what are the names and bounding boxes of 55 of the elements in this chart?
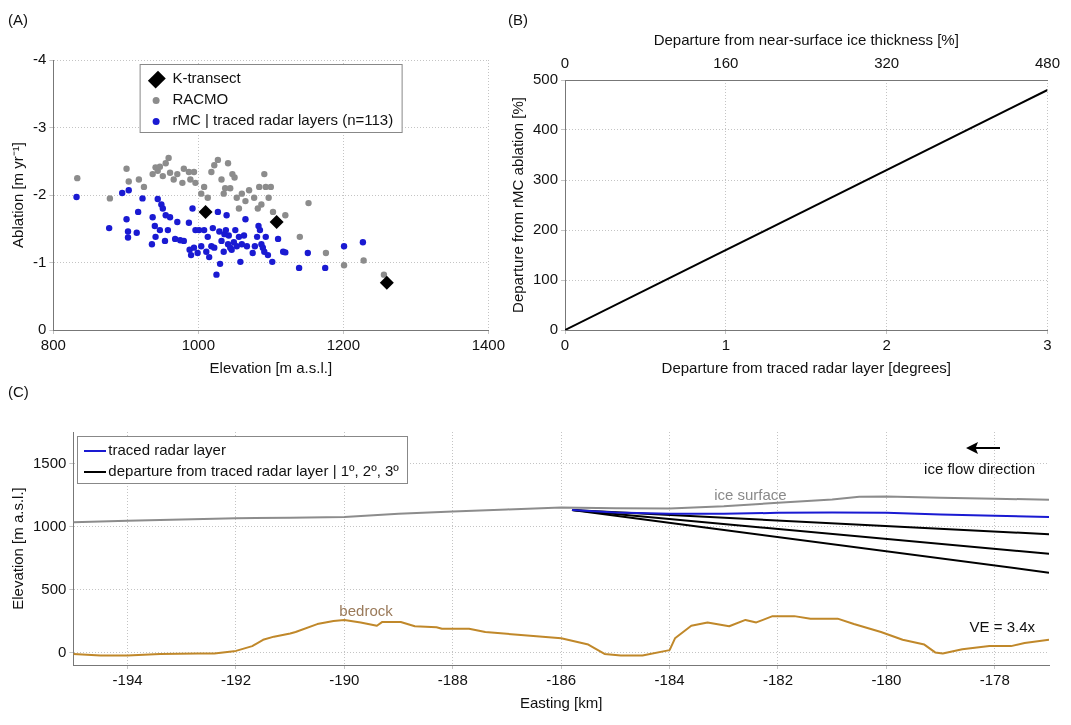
y-tick-label: 200 <box>533 220 559 238</box>
annotation: bedrock <box>339 601 393 619</box>
legend-label: traced radar layer <box>107 440 227 460</box>
annotation: VE = 3.4x <box>969 618 1035 635</box>
y-tick-label: 0 <box>37 320 47 338</box>
x-axis-title: Departure from traced radar layer [degrees] <box>661 359 951 377</box>
y-tick-label: 1500 <box>32 453 67 471</box>
x-tick-label: -178 <box>979 671 1010 689</box>
x-tick-label: -192 <box>220 671 251 689</box>
x-tick-label: 0 <box>560 336 570 354</box>
annotation: ice surface <box>714 485 787 502</box>
x-tick-label: -188 <box>437 671 468 689</box>
x2-tick-label: 320 <box>874 54 900 72</box>
y-tick-label: -1 <box>32 252 47 270</box>
y-tick-label: -3 <box>32 117 47 135</box>
x-tick-label: -194 <box>112 671 143 689</box>
y-tick-label: 500 <box>41 579 67 597</box>
y-tick-label: 500 <box>533 70 559 88</box>
y-tick-label: 0 <box>58 642 67 660</box>
y-tick-label: -2 <box>32 185 47 203</box>
x-tick-label: 2 <box>882 336 891 354</box>
y-tick-label: 1000 <box>32 516 67 534</box>
x-tick-label: 1000 <box>181 336 216 354</box>
x-axis-title: Elevation [m a.s.l.] <box>209 359 333 377</box>
x-tick-label: -180 <box>871 671 902 689</box>
x2-tick-label: 480 <box>1034 54 1060 72</box>
x-tick-label: -190 <box>329 671 360 689</box>
y-tick-label: 100 <box>533 270 559 288</box>
y-axis-title: Departure from rMC ablation [%] <box>509 97 527 313</box>
x2-axis-title: Departure from near-surface ice thickness [%] <box>653 31 959 49</box>
x-tick-label: 1200 <box>326 336 361 354</box>
x-tick-label: 800 <box>40 336 66 354</box>
annotation: ice flow direction <box>924 460 1035 477</box>
y-tick-label: 0 <box>549 320 559 338</box>
x-tick-label: -186 <box>546 671 577 689</box>
chart-title: (C) <box>8 383 29 401</box>
legend-label: rMC | traced radar layers (n=113) <box>171 110 394 130</box>
y-tick-label: 400 <box>533 120 559 138</box>
x-tick-label: -184 <box>654 671 685 689</box>
y-tick-label: -4 <box>32 50 47 68</box>
x-tick-label: 1400 <box>471 336 505 354</box>
x-tick-label: 3 <box>1043 336 1052 354</box>
legend-label: departure from traced radar layer | 1º, 2º, 3º <box>107 461 399 481</box>
legend-label: RACMO <box>171 89 230 109</box>
legend-label: K-transect <box>171 68 242 88</box>
x-tick-label: 1 <box>721 336 731 354</box>
x2-tick-label: 0 <box>560 54 570 72</box>
x-tick-label: -182 <box>762 671 794 689</box>
chart-title: (A) <box>8 11 28 29</box>
x-axis-title: Easting [km] <box>519 694 603 712</box>
x2-tick-label: 160 <box>713 54 739 72</box>
chart-title: (B) <box>508 11 528 29</box>
y-tick-label: 300 <box>533 170 559 188</box>
y-axis-title: Ablation [m yr⁻¹] <box>9 142 27 248</box>
y-axis-title: Elevation [m a.s.l.] <box>9 487 27 610</box>
